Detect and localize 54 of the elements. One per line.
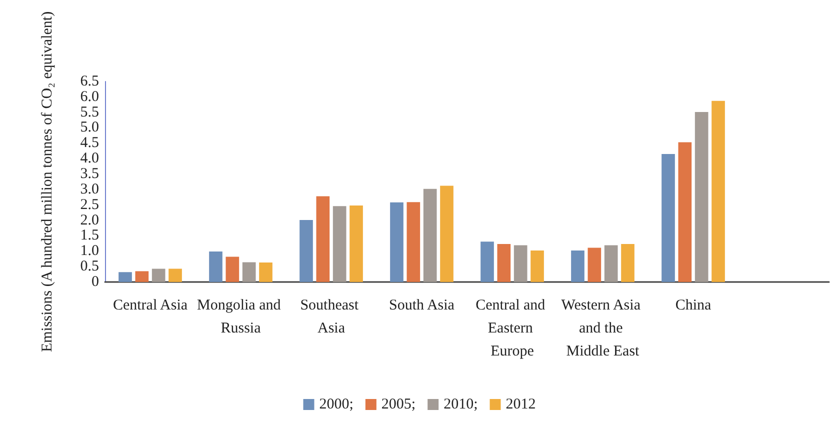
x-tick-label: Central and Eastern Europe	[476, 298, 549, 360]
legend-label: 2010;	[444, 396, 478, 412]
bar	[423, 188, 437, 282]
bar	[209, 251, 222, 282]
bar	[350, 205, 363, 282]
x-tick-label: Southeast Asia	[300, 298, 362, 336]
bar	[604, 245, 618, 282]
y-tick-label: 5.5	[80, 104, 99, 120]
bar	[621, 244, 634, 282]
y-tick-label: 1.0	[80, 243, 99, 260]
bar	[226, 256, 240, 282]
legend-label: 2005;	[381, 396, 416, 412]
bar	[259, 262, 272, 282]
y-tick-label: 3.5	[80, 166, 99, 182]
y-tick-label: 6.0	[80, 88, 99, 105]
x-tick-label: Central Asia	[112, 298, 188, 314]
bar	[152, 268, 166, 282]
y-tick-label: 0	[92, 274, 99, 290]
x-tick-label: Mongolia and Russia	[197, 298, 284, 336]
bar	[390, 202, 404, 282]
y-tick-label: 2.5	[80, 196, 99, 213]
x-tick-label: Western Asia and the Middle East	[561, 298, 644, 360]
bar	[588, 248, 602, 282]
bar	[530, 250, 544, 282]
bar	[480, 242, 494, 282]
y-tick-label: 6.5	[80, 73, 99, 90]
y-tick-label: 2.0	[80, 212, 99, 228]
bar	[316, 196, 330, 282]
bar	[662, 154, 675, 282]
y-tick-label: 5.0	[80, 120, 99, 136]
bar	[300, 220, 313, 282]
bar	[242, 262, 256, 282]
bar	[118, 272, 132, 282]
bar	[440, 186, 454, 282]
bar	[332, 206, 346, 282]
y-tick-label: 4.5	[80, 135, 99, 152]
legend-label: 2012	[506, 396, 536, 412]
y-tick-label: 0.5	[80, 258, 99, 275]
x-tick-label: South Asia	[389, 298, 455, 314]
y-tick-label: 3.0	[80, 181, 99, 198]
bar	[712, 100, 725, 282]
bar	[514, 245, 528, 282]
bar	[497, 244, 511, 282]
bar	[694, 112, 708, 282]
y-tick-label: 1.5	[80, 228, 99, 244]
bar	[571, 250, 584, 282]
y-tick-label: 4.0	[80, 150, 99, 167]
legend-label: 2000;	[319, 396, 354, 412]
bar	[135, 271, 149, 282]
y-axis-title: Emissions (A hundred million tonnes of CO₂ equivalent)	[40, 11, 56, 352]
x-tick-label: China	[675, 298, 712, 314]
bar	[168, 268, 182, 282]
bar	[406, 202, 420, 282]
bar	[678, 142, 692, 282]
